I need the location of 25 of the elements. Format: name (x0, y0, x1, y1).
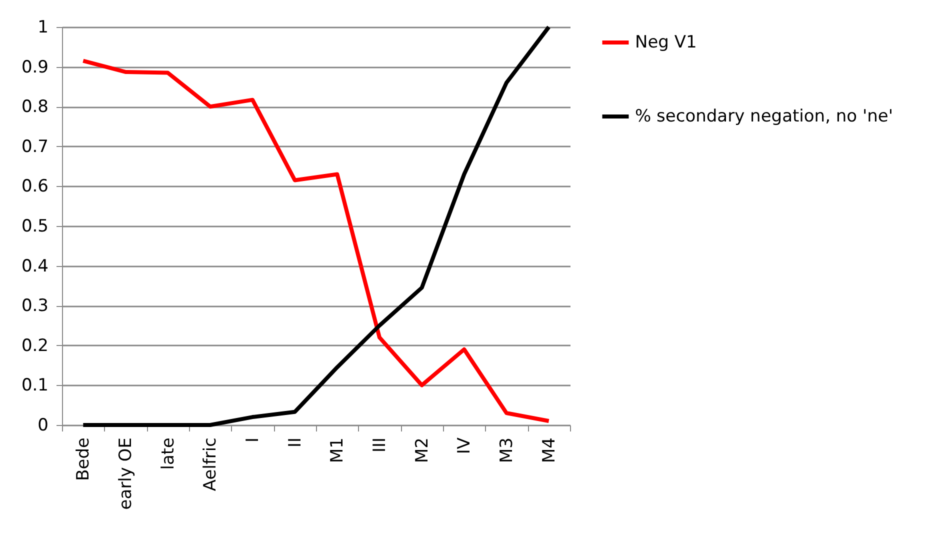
y-tick-label: 0.3 (21, 296, 48, 316)
y-tick-label: 0.7 (21, 136, 48, 157)
x-tick-label: I (243, 438, 263, 443)
y-tick-label: 0.5 (21, 216, 48, 236)
y-tick-label: 1 (38, 18, 48, 38)
x-tick-label: III (370, 438, 390, 453)
x-tick-label: Aelfric (200, 438, 221, 492)
y-tick-label: 0.4 (21, 256, 48, 276)
x-tick-label: Bede (74, 438, 94, 481)
legend-label: % secondary negation, no 'ne' (635, 106, 894, 126)
y-tick-label: 0.6 (21, 176, 48, 197)
x-tick-label: M3 (497, 438, 517, 463)
y-tick-label: 0.1 (21, 376, 48, 396)
x-tick-label: M1 (328, 438, 348, 463)
legend-label: Neg V1 (635, 32, 697, 52)
y-tick-label: 0.9 (21, 57, 48, 78)
x-tick-label: II (285, 438, 306, 448)
x-tick-label: early OE (116, 438, 136, 510)
y-tick-label: 0 (38, 416, 48, 436)
x-tick-label: late (158, 438, 178, 470)
y-tick-label: 0.2 (21, 336, 48, 356)
y-tick-label: 0.8 (21, 97, 48, 118)
x-tick-label: M2 (412, 438, 432, 463)
x-tick-label: IV (454, 437, 475, 454)
x-tick-label: M4 (539, 438, 560, 463)
